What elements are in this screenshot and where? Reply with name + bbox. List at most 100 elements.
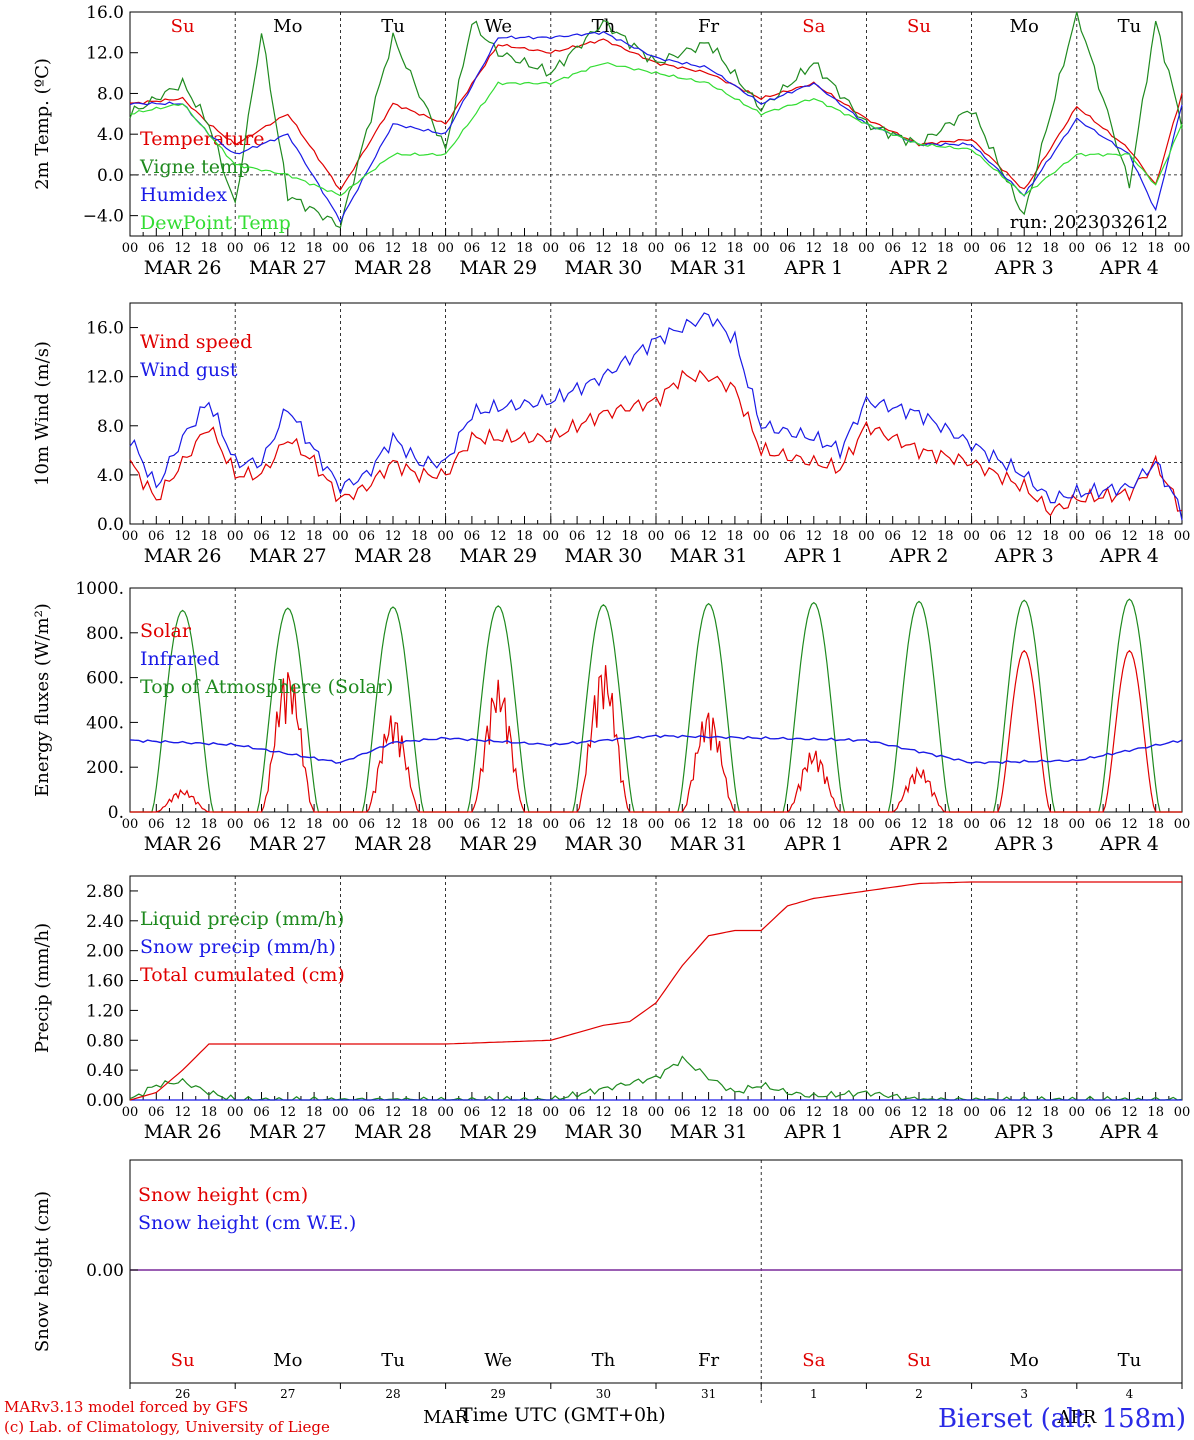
date-label: MAR 31 — [670, 545, 748, 567]
hour-tick-label: 18 — [516, 241, 533, 256]
hour-tick-label: 06 — [1095, 529, 1112, 544]
hour-tick-label: 18 — [937, 529, 954, 544]
hour-tick-label: 00 — [963, 241, 980, 256]
date-label: APR 2 — [889, 545, 949, 567]
hour-tick-label: 06 — [779, 529, 796, 544]
y-axis-label: Precip (mm/h) — [32, 923, 53, 1053]
hour-tick-label: 18 — [411, 241, 428, 256]
hour-tick-label: 18 — [1147, 1105, 1164, 1120]
hour-tick-label: 00 — [753, 1105, 770, 1120]
weekday-label: Fr — [698, 16, 719, 37]
hour-tick-label: 18 — [727, 817, 744, 832]
weekday-label: Th — [592, 1350, 616, 1371]
hour-tick-label: 00 — [648, 529, 665, 544]
date-label: MAR 26 — [144, 833, 222, 855]
hour-tick-label: 12 — [700, 241, 717, 256]
date-label: APR 4 — [1099, 257, 1159, 279]
hour-tick-label: 18 — [201, 241, 218, 256]
date-label: APR 1 — [783, 545, 843, 567]
date-label: MAR 29 — [459, 257, 537, 279]
hour-tick-label: 00 — [332, 529, 349, 544]
hour-tick-label: 06 — [674, 817, 691, 832]
legend-entry: Total cumulated (cm) — [140, 964, 345, 986]
hour-tick-label: 12 — [806, 1105, 823, 1120]
hour-tick-label: 12 — [700, 529, 717, 544]
date-label: MAR 29 — [459, 545, 537, 567]
y-tick-label: 4.0 — [97, 125, 124, 145]
hour-tick-label: 12 — [700, 1105, 717, 1120]
hour-tick-label: 12 — [595, 241, 612, 256]
y-tick-label: 16.0 — [86, 319, 124, 339]
hour-tick-label: 00 — [963, 529, 980, 544]
hour-tick-label: 12 — [490, 529, 507, 544]
legend-entry: Top of Atmosphere (Solar) — [140, 676, 393, 698]
weekday-label: Mo — [273, 1350, 302, 1371]
hour-tick-label: 06 — [358, 817, 375, 832]
hour-tick-label: 00 — [753, 529, 770, 544]
hour-tick-label: 06 — [464, 241, 481, 256]
hour-tick-label: 12 — [1121, 1105, 1138, 1120]
legend-entry: Snow precip (mm/h) — [140, 936, 336, 958]
hour-tick-label: 18 — [201, 529, 218, 544]
date-label: APR 4 — [1099, 1121, 1159, 1143]
series-line-green — [129, 11, 1183, 229]
hour-tick-label: 12 — [911, 529, 928, 544]
date-label: MAR 27 — [249, 1121, 327, 1143]
copyright-credit: (c) Lab. of Climatology, University of L… — [4, 1418, 330, 1436]
y-tick-label: 0.80 — [86, 1031, 124, 1051]
hour-tick-label: 00 — [437, 241, 454, 256]
hour-tick-label: 18 — [621, 1105, 638, 1120]
hour-tick-label: 18 — [1147, 241, 1164, 256]
y-tick-label: 16.0 — [86, 3, 124, 23]
hour-tick-label: 06 — [464, 1105, 481, 1120]
legend-entry: Snow height (cm W.E.) — [138, 1212, 356, 1234]
hour-tick-label: 06 — [990, 1105, 1007, 1120]
hour-tick-label: 18 — [727, 241, 744, 256]
hour-tick-label: 18 — [1042, 529, 1059, 544]
hour-tick-label: 12 — [280, 1105, 297, 1120]
month-label: MAR — [423, 1407, 468, 1428]
month-label: APR — [1056, 1407, 1096, 1428]
hour-tick-label: 12 — [595, 817, 612, 832]
hour-tick-label: 06 — [253, 241, 270, 256]
date-label: MAR 27 — [249, 545, 327, 567]
hour-tick-label: 06 — [884, 241, 901, 256]
hour-tick-label: 06 — [358, 1105, 375, 1120]
hour-tick-label: 06 — [253, 1105, 270, 1120]
y-tick-label: 0.00 — [86, 1091, 124, 1111]
hour-tick-label: 12 — [806, 241, 823, 256]
date-label: MAR 27 — [249, 257, 327, 279]
day-number: 2 — [915, 1387, 923, 1401]
hour-tick-label: 06 — [569, 529, 586, 544]
weekday-label: Mo — [273, 16, 302, 37]
hour-tick-label: 12 — [595, 1105, 612, 1120]
hour-tick-label: 12 — [1121, 529, 1138, 544]
hour-tick-label: 00 — [332, 241, 349, 256]
legend-entry: DewPoint Temp — [140, 212, 291, 234]
hour-tick-label: 12 — [1016, 529, 1033, 544]
hour-tick-label: 18 — [516, 529, 533, 544]
date-label: APR 2 — [889, 257, 949, 279]
hour-tick-label: 00 — [963, 817, 980, 832]
panel-frame — [129, 587, 1183, 813]
panel-frame — [129, 11, 1183, 237]
hour-tick-label: 06 — [779, 817, 796, 832]
hour-tick-label: 18 — [306, 241, 323, 256]
hour-tick-label: 18 — [1042, 1105, 1059, 1120]
day-number: 26 — [175, 1387, 190, 1401]
weekday-label: Tu — [381, 16, 405, 37]
hour-tick-label: 12 — [911, 817, 928, 832]
hour-tick-label: 00 — [437, 1105, 454, 1120]
hour-tick-label: 12 — [806, 529, 823, 544]
hour-tick-label: 06 — [779, 241, 796, 256]
date-label: MAR 28 — [354, 1121, 432, 1143]
hour-tick-label: 18 — [832, 1105, 849, 1120]
y-tick-label: 1.60 — [86, 972, 124, 992]
hour-tick-label: 18 — [1147, 529, 1164, 544]
hour-tick-label: 06 — [358, 529, 375, 544]
hour-tick-label: 12 — [385, 241, 402, 256]
weekday-label: Fr — [698, 1350, 719, 1371]
hour-tick-label: 12 — [1121, 817, 1138, 832]
hour-tick-label: 00 — [648, 241, 665, 256]
hour-tick-label: 00 — [648, 1105, 665, 1120]
